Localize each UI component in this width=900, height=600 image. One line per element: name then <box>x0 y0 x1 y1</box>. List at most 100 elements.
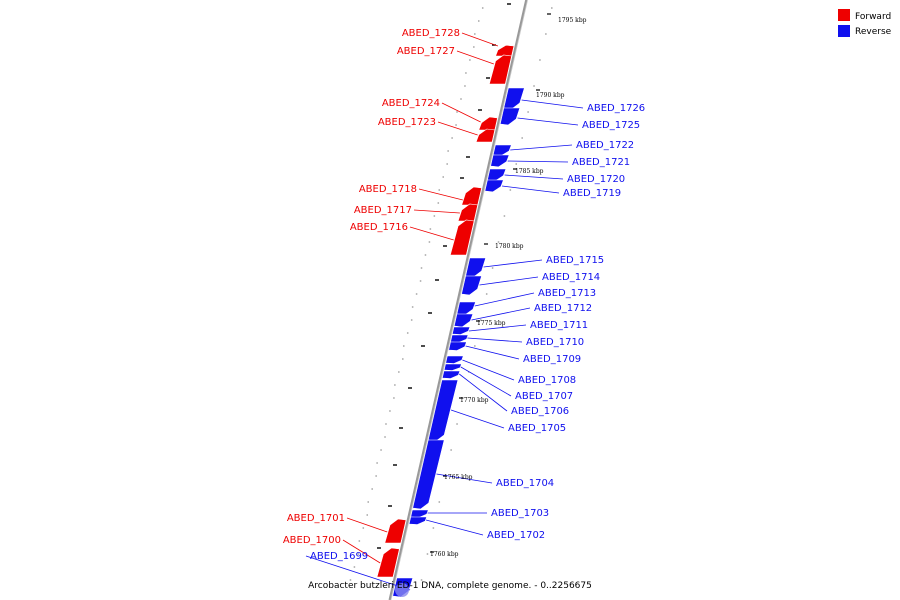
gene-block-abed-1723 <box>475 128 496 143</box>
backbone-highlight <box>390 0 528 600</box>
scale-label: 1785 kbp <box>515 168 544 175</box>
genome-backbone <box>388 0 528 600</box>
leader-line <box>461 32 499 47</box>
gene-block-abed-1710 <box>450 334 469 343</box>
gene-labels: ABED_1728 ABED_1727 ABED_1726 ABED_1725 ABED… <box>283 28 645 562</box>
gene-label-abed-1722: ABED_1722 <box>576 140 634 151</box>
gene-blocks <box>376 44 525 598</box>
gene-label-abed-1715: ABED_1715 <box>546 255 604 266</box>
gene-label-abed-1727: ABED_1727 <box>397 46 455 57</box>
gene-block-abed-1703 <box>410 509 429 518</box>
gene-label-abed-1728: ABED_1728 <box>402 28 460 39</box>
gene-label-abed-1721: ABED_1721 <box>572 157 630 168</box>
leader-line <box>462 359 515 381</box>
gene-block-abed-1708 <box>445 355 464 364</box>
scale-label: 1795 kbp <box>558 17 587 24</box>
gene-block-abed-1706 <box>441 370 461 379</box>
gene-label-abed-1726: ABED_1726 <box>587 103 645 114</box>
gene-label-abed-1709: ABED_1709 <box>523 354 581 365</box>
gene-label-abed-1717: ABED_1717 <box>354 205 412 216</box>
scale-label: 1760 kbp <box>430 551 459 558</box>
leader-line <box>460 366 512 397</box>
leader-line <box>437 121 478 136</box>
gene-label-abed-1711: ABED_1711 <box>530 320 588 331</box>
gene-block-abed-1715 <box>465 257 487 278</box>
legend-forward-label: Forward <box>855 12 891 22</box>
leader-line <box>483 259 543 268</box>
gene-block-abed-1705 <box>427 379 459 442</box>
gene-block-abed-1721 <box>490 154 510 168</box>
gene-label-abed-1716: ABED_1716 <box>350 222 408 233</box>
gene-label-abed-1725: ABED_1725 <box>582 120 640 131</box>
legend-forward-swatch <box>838 9 850 21</box>
leader-line <box>501 185 560 194</box>
gene-block-abed-1716 <box>449 219 475 256</box>
leader-line <box>450 409 505 429</box>
gene-block-abed-1714 <box>461 275 483 296</box>
gene-label-abed-1713: ABED_1713 <box>538 288 596 299</box>
legend-reverse-swatch <box>838 25 850 37</box>
gene-block-abed-1720 <box>487 168 507 182</box>
gene-block-abed-1727 <box>488 54 512 85</box>
backbone-line <box>388 0 528 600</box>
leader-line <box>468 324 527 332</box>
gene-label-abed-1705: ABED_1705 <box>508 423 566 434</box>
leader-line <box>346 517 388 533</box>
leader-line <box>409 226 454 241</box>
leader-line <box>507 160 569 163</box>
leader-line <box>467 337 523 343</box>
leader-line <box>504 174 564 180</box>
scale-label: 1765 kbp <box>444 474 473 481</box>
gene-block-abed-1726 <box>503 87 525 110</box>
gene-block-abed-1700 <box>376 547 400 578</box>
genome-title: Arcobacter butzleri ED-1 DNA, complete g… <box>308 581 592 591</box>
gene-block-abed-1701 <box>384 518 407 544</box>
gene-label-abed-1720: ABED_1720 <box>567 174 625 185</box>
leader-line <box>436 473 493 484</box>
leader-line <box>413 209 460 214</box>
gene-block-abed-1709 <box>448 341 467 351</box>
label-leader-lines <box>305 32 584 591</box>
leader-line <box>465 345 520 360</box>
gene-label-abed-1724: ABED_1724 <box>382 98 440 109</box>
gene-label-abed-1700: ABED_1700 <box>283 535 341 546</box>
gene-block-abed-1713 <box>456 301 477 316</box>
gene-block-abed-1722 <box>492 144 512 157</box>
scale-label: 1775 kbp <box>477 320 506 327</box>
leader-line <box>510 144 573 151</box>
legend: Forward Reverse <box>838 9 892 37</box>
gene-block-abed-1711 <box>451 326 471 335</box>
origin-marker <box>395 583 409 597</box>
gene-label-abed-1712: ABED_1712 <box>534 303 592 314</box>
gene-label-abed-1699: ABED_1699 <box>310 551 368 562</box>
gene-block-abed-1719 <box>484 179 504 193</box>
leader-line <box>458 373 508 412</box>
gene-block-abed-1707 <box>443 363 462 371</box>
gene-label-abed-1706: ABED_1706 <box>511 406 569 417</box>
gene-label-abed-1704: ABED_1704 <box>496 478 554 489</box>
legend-reverse-label: Reverse <box>855 27 892 37</box>
gene-label-abed-1707: ABED_1707 <box>515 391 573 402</box>
gene-block-abed-1718 <box>461 186 482 206</box>
gene-label-abed-1701: ABED_1701 <box>287 513 345 524</box>
gene-label-abed-1708: ABED_1708 <box>518 375 576 386</box>
gene-block-abed-1717 <box>457 203 479 222</box>
leader-line <box>479 276 539 286</box>
gene-label-abed-1723: ABED_1723 <box>378 117 436 128</box>
leader-line <box>474 292 535 307</box>
gene-block-abed-1725 <box>499 107 521 126</box>
leader-line <box>471 307 531 321</box>
gene-label-abed-1710: ABED_1710 <box>526 337 584 348</box>
tick-marks <box>349 3 553 581</box>
gene-label-abed-1719: ABED_1719 <box>563 188 621 199</box>
gene-block-abed-1728 <box>495 44 515 57</box>
leader-line <box>342 539 381 564</box>
leader-line <box>418 188 463 201</box>
gene-label-abed-1703: ABED_1703 <box>491 508 549 519</box>
gene-block-abed-1724 <box>478 116 498 131</box>
gene-label-abed-1702: ABED_1702 <box>487 530 545 541</box>
gene-block-abed-1702 <box>408 516 428 525</box>
leader-line <box>305 555 411 591</box>
gene-block-abed-1712 <box>453 313 474 328</box>
